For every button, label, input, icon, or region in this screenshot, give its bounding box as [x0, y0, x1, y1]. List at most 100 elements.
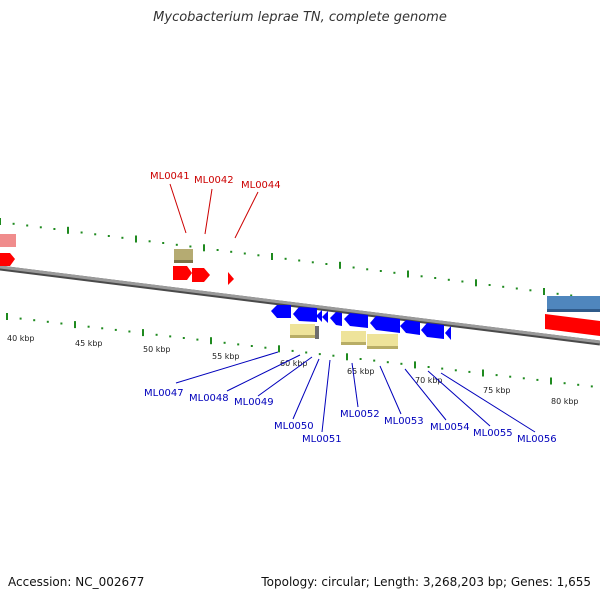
- lower-tick: [563, 382, 566, 385]
- leader-line-ml0051: [321, 359, 331, 433]
- feature-dark-ml0048[interactable]: [315, 326, 319, 339]
- upper-tick: [488, 284, 491, 286]
- scale-label-70: 70 kbp: [415, 376, 443, 385]
- upper-tick: [420, 275, 423, 278]
- gene-arrow-ml0049[interactable]: [316, 310, 322, 322]
- leader-line-ml0044: [234, 191, 259, 239]
- gene-arrow-ml0056[interactable]: [445, 326, 451, 340]
- upper-tick: [67, 226, 69, 234]
- lower-tick: [536, 378, 539, 381]
- lower-tick: [128, 330, 131, 333]
- upper-tick: [447, 278, 450, 281]
- lower-tick: [305, 351, 308, 354]
- top-gene-labels: ML0041 ML0042 ML0044: [150, 171, 281, 239]
- lower-tick: [46, 320, 49, 323]
- leader-line-ml0041: [169, 183, 187, 234]
- scale-label-45: 45 kbp: [75, 339, 103, 348]
- lower-tick: [373, 359, 376, 362]
- gene-arrow-ml0048[interactable]: [293, 307, 317, 322]
- lower-tick: [495, 374, 498, 377]
- gene-label-ml0051[interactable]: ML0051: [302, 434, 342, 445]
- leader-line-ml0049: [257, 356, 313, 397]
- gene-label-ml0041[interactable]: ML0041: [150, 171, 190, 182]
- upper-tick: [379, 270, 382, 272]
- feature-steelblue-right[interactable]: [547, 296, 600, 311]
- lower-tick: [6, 313, 8, 320]
- upper-tick: [434, 277, 437, 279]
- upper-tick: [121, 236, 124, 239]
- tick-marks: [0, 218, 600, 388]
- lower-tick: [101, 327, 104, 330]
- lower-tick: [332, 354, 335, 357]
- lower-tick: [87, 325, 90, 328]
- scale-labels: 40 kbp 45 kbp 50 kbp 55 kbp 60 kbp 65 kb…: [7, 334, 579, 406]
- feature-pink-left[interactable]: [0, 234, 16, 247]
- gene-label-ml0044[interactable]: ML0044: [241, 180, 281, 191]
- lower-tick: [414, 361, 416, 369]
- gene-label-ml0054[interactable]: ML0054: [430, 422, 470, 433]
- gene-arrow-ml0047[interactable]: [271, 305, 291, 318]
- gene-label-ml0053[interactable]: ML0053: [384, 416, 424, 427]
- lower-tick: [468, 370, 471, 373]
- gene-label-ml0050[interactable]: ML0050: [274, 421, 314, 432]
- feature-yellow-ml0052[interactable]: [341, 331, 366, 344]
- gene-arrow-ml0044[interactable]: [228, 272, 234, 285]
- forward-features: [0, 234, 600, 336]
- upper-tick: [135, 235, 137, 243]
- gene-label-ml0049[interactable]: ML0049: [234, 397, 274, 408]
- upper-tick: [39, 226, 42, 229]
- lower-tick: [33, 319, 36, 322]
- lower-tick: [386, 361, 389, 364]
- feature-steelblue-shadow: [547, 309, 600, 312]
- leader-line-ml0052: [351, 362, 359, 408]
- gene-arrow-ml0051[interactable]: [330, 312, 342, 326]
- gene-label-ml0056[interactable]: ML0056: [517, 434, 557, 445]
- gene-arrow-forward-right[interactable]: [545, 314, 600, 336]
- upper-tick: [203, 244, 205, 252]
- upper-tick: [311, 261, 314, 264]
- gene-arrow-ml0053[interactable]: [370, 316, 400, 333]
- upper-tick: [556, 292, 559, 295]
- feature-khaki-shadow: [174, 260, 193, 263]
- lower-tick: [250, 345, 253, 347]
- upper-tick: [339, 261, 341, 269]
- gene-arrow-ml0042[interactable]: [192, 268, 210, 282]
- upper-tick: [26, 224, 29, 227]
- leader-line-ml0050: [292, 358, 320, 420]
- lower-tick: [400, 362, 403, 365]
- leader-line-ml0056: [440, 372, 536, 433]
- upper-tick: [216, 249, 219, 251]
- upper-tick: [94, 233, 97, 236]
- scale-label-60: 60 kbp: [280, 359, 308, 368]
- gene-arrow-ml0052[interactable]: [344, 313, 368, 328]
- scale-label-75: 75 kbp: [483, 386, 511, 395]
- gene-arrow-ml0054[interactable]: [400, 320, 420, 335]
- gene-arrow-ml0050[interactable]: [322, 311, 328, 323]
- lower-tick: [237, 343, 240, 346]
- gene-label-ml0048[interactable]: ML0048: [189, 393, 229, 404]
- lower-tick: [74, 321, 76, 329]
- gene-label-ml0042[interactable]: ML0042: [194, 175, 234, 186]
- feature-khaki-ml0041[interactable]: [174, 249, 193, 262]
- gene-arrow-ml0055[interactable]: [421, 323, 444, 339]
- gene-label-ml0055[interactable]: ML0055: [473, 428, 513, 439]
- bottom-gene-labels: ML0047 ML0048 ML0049 ML0050 ML0051 ML005…: [144, 351, 557, 445]
- upper-tick: [0, 218, 1, 225]
- upper-tick: [257, 254, 260, 257]
- lower-tick: [60, 322, 63, 325]
- feature-yellow-ml0047[interactable]: [290, 324, 315, 337]
- lower-tick: [223, 341, 226, 344]
- lower-tick: [155, 333, 158, 336]
- upper-tick: [107, 235, 110, 237]
- leader-line-ml0053: [379, 365, 402, 415]
- leader-line-ml0047: [175, 351, 279, 384]
- gene-arrow-ml0041[interactable]: [173, 266, 192, 280]
- gene-label-ml0047[interactable]: ML0047: [144, 388, 184, 399]
- upper-tick: [80, 231, 83, 234]
- gene-arrow-forward-left[interactable]: [0, 253, 15, 266]
- lower-tick: [182, 337, 185, 339]
- feature-yellow-ml0053[interactable]: [367, 334, 398, 348]
- gene-label-ml0052[interactable]: ML0052: [340, 409, 380, 420]
- upper-tick: [271, 253, 273, 260]
